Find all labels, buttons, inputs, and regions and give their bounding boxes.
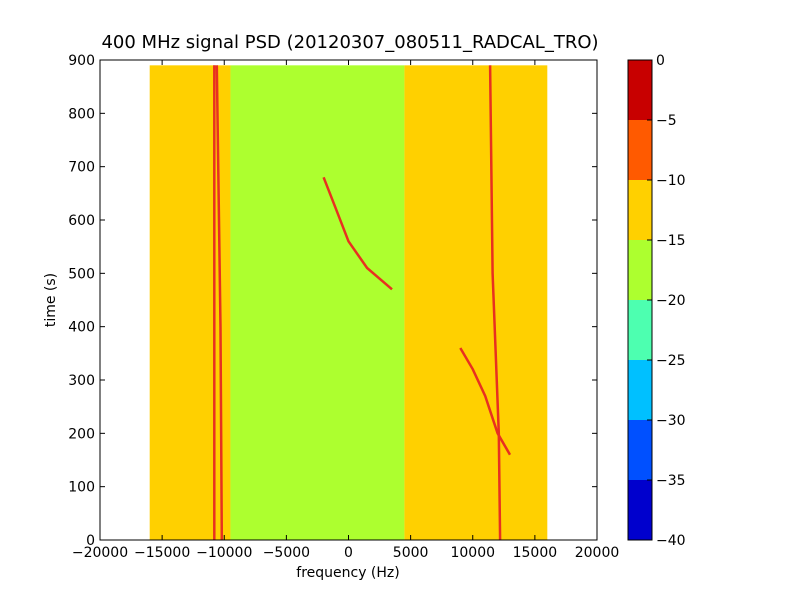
- signal-trace: [215, 65, 224, 541]
- colorbar-tick-label: −25: [656, 353, 686, 369]
- y-tick-label: 600: [68, 213, 95, 229]
- colorbar-swatch: [628, 420, 652, 480]
- colorbar-swatch: [628, 60, 652, 120]
- y-tick-label: 100: [68, 480, 95, 496]
- y-tick-label: 300: [68, 373, 95, 389]
- colorbar-tick-label: −5: [656, 113, 677, 129]
- colorbar-swatch: [628, 360, 652, 420]
- chart-title: 400 MHz signal PSD (20120307_080511_RADC…: [101, 32, 598, 53]
- x-tick-label: 10000: [450, 545, 495, 561]
- colorbar-tick-label: −20: [656, 293, 686, 309]
- x-tick-label: 5000: [393, 545, 429, 561]
- x-tick-label: −5000: [263, 545, 310, 561]
- signal-trace: [322, 176, 393, 291]
- y-tick-label: 0: [86, 533, 95, 549]
- colorbar-tick-label: −35: [656, 473, 686, 489]
- colorbar-tick-label: −10: [656, 173, 686, 189]
- y-tick-label: 800: [68, 106, 95, 122]
- x-tick-label: 15000: [513, 545, 558, 561]
- colorbar-swatch: [628, 240, 652, 300]
- colorbar-tick-label: −15: [656, 233, 686, 249]
- x-tick-label: −15000: [134, 545, 190, 561]
- y-tick-label: 700: [68, 160, 95, 176]
- y-tick-label: 200: [68, 426, 95, 442]
- colorbar-swatch: [628, 120, 652, 180]
- y-tick-label: 400: [68, 320, 95, 336]
- heatmap-region: [230, 65, 405, 540]
- x-tick-label: 0: [344, 545, 353, 561]
- x-tick-label: 20000: [575, 545, 620, 561]
- heatmap-region: [404, 65, 548, 540]
- x-tick-label: −10000: [196, 545, 252, 561]
- y-tick-label: 900: [68, 53, 95, 69]
- y-tick-label: 500: [68, 266, 95, 282]
- plot-area: −20000 −15000 −10000 −5000 0 5000 10000 15000 20…: [68, 53, 619, 561]
- colorbar-tick-label: 0: [656, 53, 665, 69]
- x-axis-label: frequency (Hz): [296, 565, 399, 581]
- signal-trace: [459, 347, 512, 456]
- colorbar-tick-label: −30: [656, 413, 686, 429]
- y-axis-label: time (s): [43, 273, 59, 327]
- x-tick-label: −20000: [72, 545, 128, 561]
- colorbar-tick-label: −40: [656, 533, 686, 549]
- colorbar-swatch: [628, 180, 652, 240]
- colorbar: −40 −35 −30 −25 −20 −15 −10 −5 0: [627, 53, 686, 549]
- colorbar-swatch: [628, 300, 652, 360]
- signal-trace: [488, 65, 502, 541]
- colorbar-swatch: [628, 480, 652, 540]
